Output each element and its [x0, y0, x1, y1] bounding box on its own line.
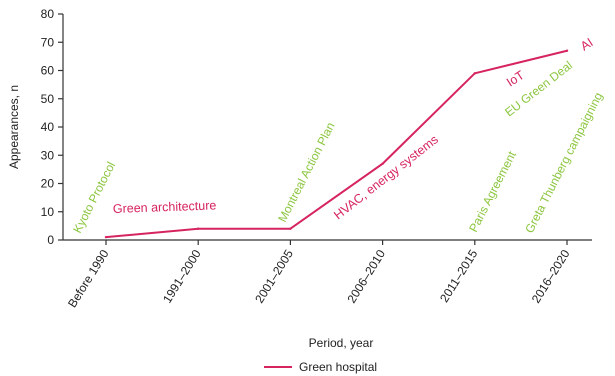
y-tick-label-80: 80: [41, 7, 55, 21]
x-axis-title: Period, year: [309, 336, 374, 350]
y-tick-label-40: 40: [41, 120, 55, 134]
data-point-2006-2010: [381, 162, 384, 165]
x-tick-label-2016-2020: 2016–2020: [529, 247, 573, 306]
annotation-ai: AI: [578, 35, 596, 53]
data-point-1991-2000: [197, 227, 200, 230]
y-tick-label-60: 60: [41, 64, 55, 78]
y-axis-title: Appearances, n: [7, 85, 21, 169]
annotation-kyoto-protocol: Kyoto Protocol: [70, 159, 118, 235]
data-point-2016-2020: [565, 49, 569, 52]
x-tick-label-1991-2000: 1991–2000: [160, 247, 204, 306]
y-tick-label-30: 30: [41, 148, 55, 162]
x-tick-label-2011-2015: 2011–2015: [437, 247, 480, 305]
legend: Green hospital: [264, 360, 377, 374]
x-ticks: Before 1990 1991–2000 2001–2005 2006–2010 20…: [65, 240, 573, 310]
y-tick-label-20: 20: [41, 177, 55, 191]
annotation-green-architecture: Green architecture: [113, 198, 217, 216]
y-tick-label-50: 50: [41, 92, 55, 106]
annotation-montreal-action-plan: Montreal Action Plan: [275, 120, 337, 224]
x-tick-label-before-1990: Before 1990: [65, 247, 112, 310]
data-point-2011-2015: [473, 72, 476, 75]
annotation-greta-thunberg-campaigning: Greta Thunberg campaigning: [522, 90, 605, 235]
y-tick-label-0: 0: [47, 233, 54, 247]
data-point-2001-2005: [289, 227, 292, 230]
x-tick-label-2001-2005: 2001–2005: [252, 247, 296, 306]
x-tick-label-2006-2010: 2006–2010: [344, 247, 388, 306]
annotation-hvac-energy-systems: HVAC, energy systems: [331, 132, 441, 222]
data-point-before-1990: [104, 235, 108, 239]
annotation-iot: IoT: [504, 68, 527, 90]
annotation-paris-agreement: Paris Agreement: [466, 148, 519, 234]
legend-label-green-hospital: Green hospital: [299, 360, 377, 374]
series-line-green-hospital: [105, 49, 568, 239]
y-ticks: 0 10 20 30 40 50 60 70 80: [41, 7, 63, 247]
annotation-eu-green-deal: EU Green Deal: [502, 58, 575, 119]
y-tick-label-70: 70: [41, 35, 55, 49]
series-group: [104, 49, 569, 239]
y-tick-label-10: 10: [41, 205, 55, 219]
